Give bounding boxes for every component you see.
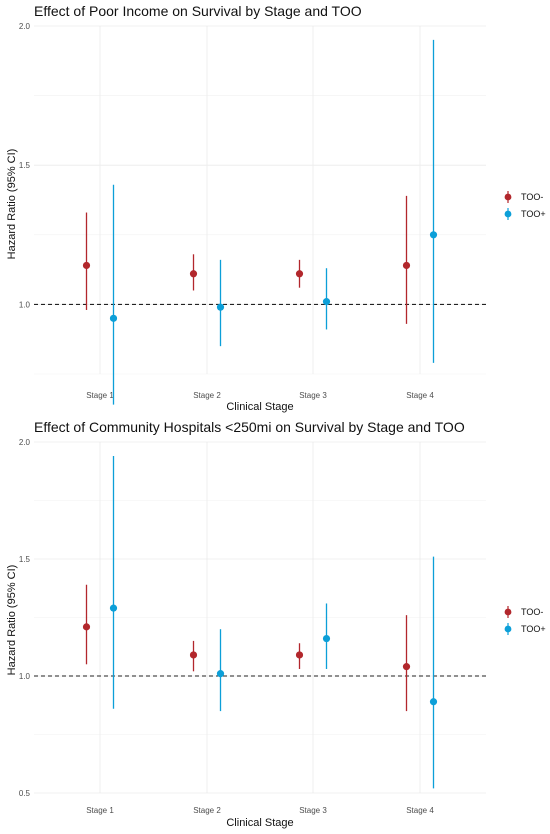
panel-1-plot: 1.0 1.5 2.0 Stage 1 Stage 2 Stage 3 Stage 4 TOO… bbox=[19, 22, 546, 405]
panel-1-point-too-3 bbox=[295, 270, 304, 278]
panel-2-point-too-4 bbox=[402, 663, 411, 671]
panel-2-y-tick-label: 2.0 bbox=[19, 438, 31, 447]
panel-2-plot: 0.5 1.0 1.5 2.0 Stage 1 Stage 2 Stage 3 Stage 4… bbox=[19, 438, 546, 815]
panel-1-y-axis-title: Hazard Ratio (95% CI) bbox=[6, 149, 18, 260]
panel-2-title: Effect of Community Hospitals <250mi on … bbox=[34, 419, 465, 435]
panel-2-point-too-3 bbox=[295, 651, 304, 659]
panel-1-point-too-2 bbox=[216, 303, 225, 311]
panel-1-legend-label: TOO+ bbox=[521, 209, 546, 219]
panel-1-y-tick-label: 2.0 bbox=[19, 22, 31, 31]
panel-1-y-tick-label: 1.0 bbox=[19, 300, 31, 309]
panel-2-point-too-1 bbox=[82, 623, 91, 631]
panel-1-point-too-4 bbox=[402, 261, 411, 270]
panel-2-legend-label: TOO- bbox=[521, 607, 543, 617]
panel-2-x-tick-label: Stage 1 bbox=[86, 806, 114, 815]
panel-2-point-too-1 bbox=[109, 604, 118, 612]
panel-1-point-too-1 bbox=[82, 261, 91, 270]
panel-1-x-tick-label: Stage 2 bbox=[193, 391, 221, 400]
panel-2-y-tick-label: 1.5 bbox=[19, 555, 31, 564]
panel-2-legend-key-point bbox=[504, 625, 512, 633]
panel-2-point-too-2 bbox=[189, 651, 198, 659]
panel-1-x-tick-label: Stage 3 bbox=[299, 391, 327, 400]
panel-1-x-tick-label: Stage 4 bbox=[406, 391, 434, 400]
panel-1: Effect of Poor Income on Survival by Sta… bbox=[6, 3, 546, 413]
panel-2-legend-key-point bbox=[504, 608, 512, 616]
panel-2-x-tick-label: Stage 4 bbox=[406, 806, 434, 815]
panel-2-y-tick-label: 0.5 bbox=[19, 789, 31, 798]
panel-2-point-too-3 bbox=[322, 634, 331, 643]
panel-1-point-too-4 bbox=[429, 231, 438, 239]
panel-1-point-too-1 bbox=[109, 314, 118, 322]
panel-1-x-axis-title: Clinical Stage bbox=[226, 401, 293, 413]
panel-2-y-tick-label: 1.0 bbox=[19, 672, 31, 681]
panel-1-x-tick-label: Stage 1 bbox=[86, 391, 114, 400]
panel-1-legend-key-point bbox=[504, 193, 512, 201]
panel-1-point-too-3 bbox=[322, 298, 331, 306]
panel-2-legend-label: TOO+ bbox=[521, 624, 546, 634]
panel-2-x-tick-label: Stage 3 bbox=[299, 806, 327, 815]
panel-1-legend-label: TOO- bbox=[521, 192, 543, 202]
panel-2-x-axis-title: Clinical Stage bbox=[226, 817, 293, 829]
panel-2-y-axis-title: Hazard Ratio (95% CI) bbox=[6, 565, 18, 676]
panel-2-point-too-2 bbox=[216, 670, 225, 678]
panel-2-point-too-4 bbox=[429, 698, 438, 706]
panel-1-y-tick-label: 1.5 bbox=[19, 161, 31, 170]
panel-2: Effect of Community Hospitals <250mi on … bbox=[6, 419, 546, 829]
panel-1-title: Effect of Poor Income on Survival by Sta… bbox=[34, 3, 362, 19]
panel-2-x-tick-label: Stage 2 bbox=[193, 806, 221, 815]
panel-1-legend-key-point bbox=[504, 210, 512, 218]
panel-1-point-too-2 bbox=[189, 270, 198, 278]
